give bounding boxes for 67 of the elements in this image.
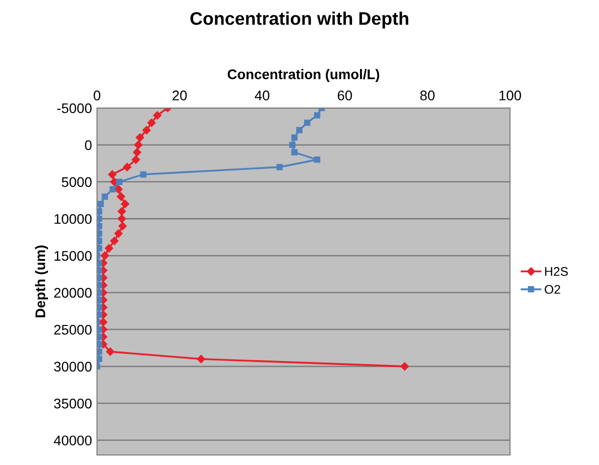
point	[97, 334, 102, 340]
point	[304, 120, 310, 126]
point	[153, 111, 162, 120]
point	[104, 244, 114, 252]
point	[120, 200, 130, 208]
point	[97, 341, 102, 348]
point	[118, 222, 127, 230]
point	[132, 148, 142, 156]
y-tick-label: -5000	[57, 103, 92, 114]
point	[116, 178, 122, 185]
point	[110, 186, 116, 192]
point	[147, 118, 156, 127]
point	[400, 362, 409, 371]
y-tick-label: 35000	[54, 398, 92, 408]
y-tick-label: 30000	[54, 362, 92, 372]
point	[142, 126, 151, 134]
point	[108, 170, 116, 179]
y-tick-label: 15000	[54, 250, 92, 261]
point	[134, 140, 142, 150]
y-tick-label: 40000	[54, 436, 92, 446]
x-tick-label: 80	[420, 90, 435, 100]
point	[140, 171, 146, 178]
point	[289, 142, 296, 148]
point	[97, 216, 102, 222]
point	[97, 208, 102, 214]
y-tick-label: 0	[84, 140, 92, 150]
point	[97, 312, 102, 318]
point	[97, 348, 102, 355]
x-tick-label: 40	[254, 90, 270, 100]
point	[123, 162, 132, 172]
point	[106, 348, 114, 356]
x-tick-label: 20	[172, 90, 187, 100]
point	[314, 156, 320, 163]
point	[100, 252, 109, 260]
point	[110, 236, 118, 246]
point	[196, 354, 206, 364]
legend-label: H2S	[545, 267, 568, 276]
y-tick-label: 20000	[54, 288, 92, 298]
point	[132, 156, 140, 164]
y-tick-label: 10000	[54, 214, 92, 224]
point	[296, 127, 302, 134]
x-tick-label: 0	[94, 90, 100, 100]
point	[276, 164, 283, 170]
y-tick-label: 25000	[54, 324, 92, 335]
y-tick-label: 5000	[62, 177, 92, 187]
point	[116, 192, 126, 201]
point	[98, 200, 104, 208]
x-tick-label: 60	[338, 90, 352, 100]
chart-title: Concentration with Depth	[190, 12, 408, 28]
x-tick-label: 100	[499, 90, 522, 100]
point	[99, 318, 108, 326]
x-axis-title: Concentration (umol/L)	[228, 69, 380, 82]
point	[291, 134, 298, 141]
point	[114, 229, 123, 238]
point	[118, 207, 126, 216]
point	[118, 214, 126, 223]
point	[314, 112, 320, 119]
point	[97, 223, 102, 230]
point	[102, 193, 108, 200]
point	[97, 274, 102, 281]
y-axis-title: Depth (um)	[35, 246, 48, 318]
legend-label: O2	[544, 284, 560, 294]
point	[97, 304, 102, 310]
point	[136, 133, 144, 142]
point	[291, 149, 298, 156]
point	[97, 245, 102, 252]
point	[97, 282, 102, 288]
